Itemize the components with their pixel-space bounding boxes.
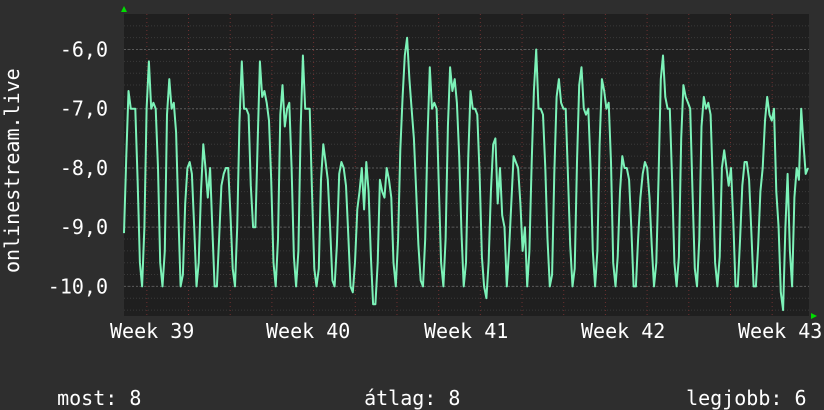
y-axis-ticks: -6,0 -7,0 -8,0 -9,0 -10,0 [48, 38, 108, 299]
x-axis-arrow [811, 313, 817, 319]
y-tick-label: -9,0 [60, 215, 108, 239]
y-axis-label: onlinestream.live [0, 68, 24, 273]
stat-current: most: 8 [33, 362, 141, 410]
stat-average-label: átlag: [364, 386, 437, 410]
stat-average-value: 8 [448, 386, 461, 410]
x-axis-ticks: Week 39 Week 40 Week 41 Week 42 Week 43 [110, 319, 822, 343]
x-tick-label: Week 39 [110, 319, 194, 343]
x-tick-label: Week 40 [266, 319, 350, 343]
y-tick-label: -10,0 [48, 274, 108, 298]
x-tick-label: Week 42 [581, 319, 665, 343]
series-group [123, 36, 809, 312]
stat-max: legjobb: 6 [662, 362, 807, 410]
x-tick-label: Week 43 [738, 319, 822, 343]
stat-average: átlag: 8 [340, 362, 460, 410]
series-line [123, 36, 809, 312]
stat-current-value: 8 [129, 386, 142, 410]
y-tick-label: -8,0 [60, 156, 108, 180]
y-tick-label: -7,0 [60, 97, 108, 121]
plot-area [124, 14, 809, 316]
y-axis-arrow [121, 6, 127, 12]
stat-max-label: legjobb: [686, 386, 783, 410]
stat-max-value: 6 [794, 386, 807, 410]
stat-current-label: most: [57, 386, 118, 410]
axis-arrows [121, 6, 817, 319]
x-tick-label: Week 41 [424, 319, 508, 343]
y-tick-label: -6,0 [60, 38, 108, 62]
